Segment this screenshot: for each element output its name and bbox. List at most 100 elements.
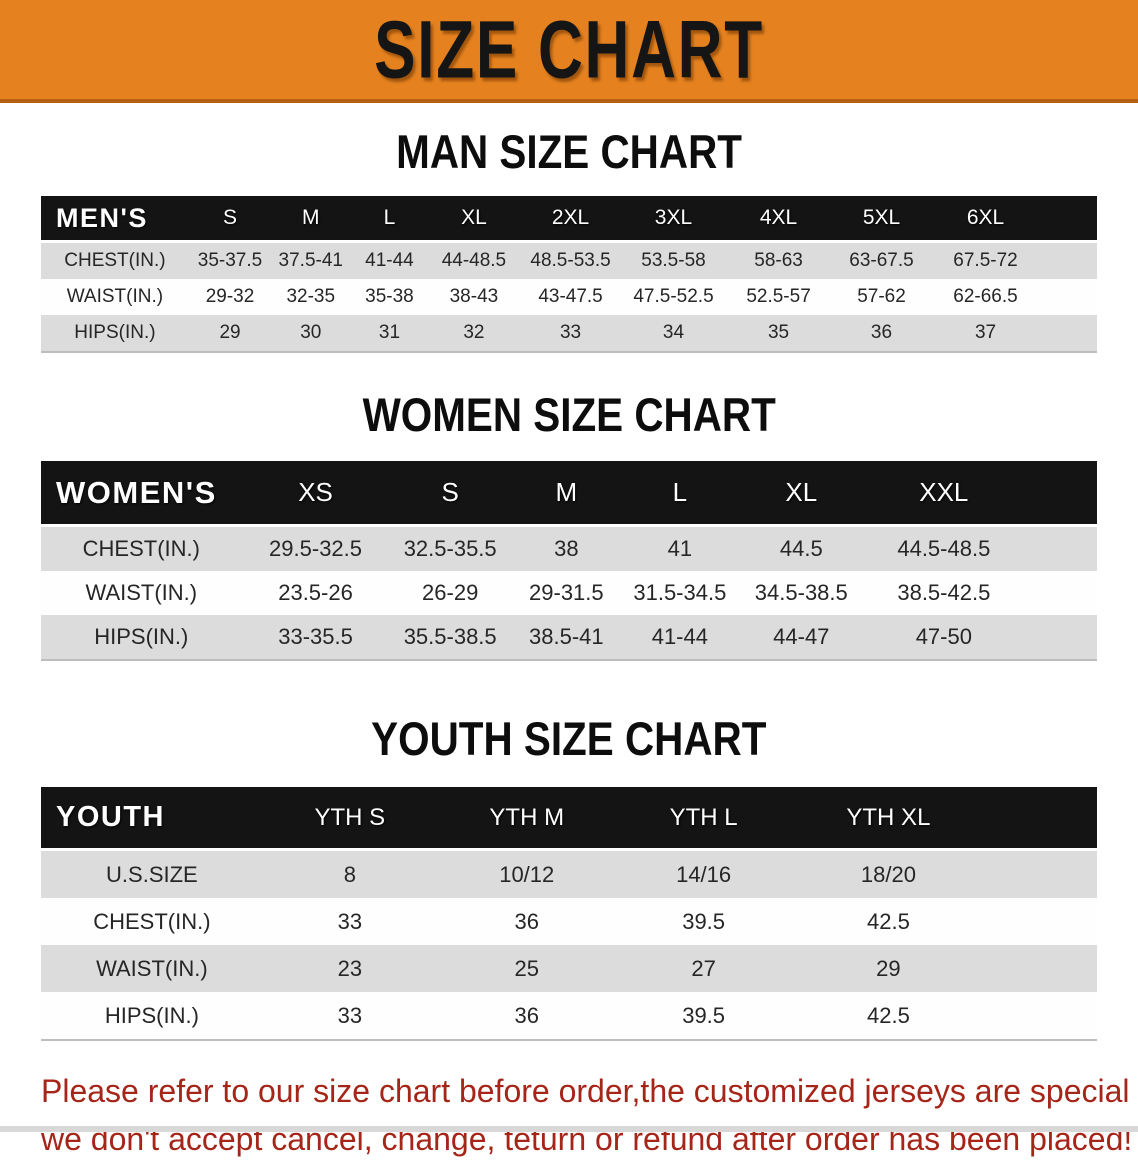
measurement-value: 36 — [870, 322, 893, 343]
measurement-value: 35.5-38.5 — [403, 624, 497, 649]
women-size-section: WOMEN SIZE CHART WOMEN'S XS S M L XL XXL CHEST(… — [0, 389, 1138, 661]
size-column-header: 5XL — [831, 196, 932, 243]
spacer-cell — [986, 850, 1097, 899]
measurement-value: 41-44 — [365, 250, 414, 271]
measurement-value: 44.5-48.5 — [897, 536, 991, 561]
measurement-value: 44.5 — [779, 536, 823, 561]
measurement-value: 37 — [974, 322, 997, 343]
section-heading-women: WOMEN SIZE CHART — [362, 388, 776, 441]
measurement-value: 35-37.5 — [197, 250, 263, 271]
measurement-label: HIPS(IN.) — [104, 1002, 199, 1028]
size-column-header: L — [621, 461, 738, 527]
measurement-value: 53.5-58 — [641, 250, 706, 271]
measurement-label: U.S.SIZE — [106, 861, 198, 887]
size-column-header: YTH L — [616, 787, 791, 851]
spacer-cell — [1040, 315, 1097, 352]
size-column-header: 2XL — [519, 196, 622, 243]
measurement-value: 34.5-38.5 — [754, 580, 848, 605]
measurement-row: CHEST(IN.) 35-37.5 37.5-41 41-44 44-48.5 48.5… — [41, 241, 1097, 279]
table-category-label: YOUTH — [41, 787, 263, 851]
measurement-value: 8 — [343, 861, 356, 887]
measurement-value: 29.5-32.5 — [269, 536, 363, 561]
measurement-value: 25 — [514, 955, 539, 981]
spacer-cell — [986, 945, 1097, 992]
spacer-cell — [1023, 526, 1097, 572]
table-category-label: WOMEN'S — [41, 461, 242, 527]
measurement-value: 10/12 — [499, 861, 555, 887]
measurement-value: 43-47.5 — [538, 286, 603, 307]
measurement-value: 57-62 — [857, 286, 906, 307]
man-size-section: MAN SIZE CHART MEN'S S M L XL 2XL 3XL 4XL 5XL 6XL… — [0, 127, 1138, 353]
measurement-value: 63-67.5 — [849, 250, 914, 271]
measurement-value: 30 — [300, 322, 322, 343]
measurement-value: 62-66.5 — [953, 286, 1018, 307]
size-column-header: YTH M — [436, 787, 617, 851]
measurement-value: 47.5-52.5 — [633, 286, 714, 307]
measurement-value: 35 — [767, 322, 790, 343]
measurement-value: 32 — [463, 322, 485, 343]
spacer-cell — [986, 992, 1097, 1040]
spacer-cell — [986, 787, 1097, 851]
measurement-value: 38-43 — [449, 286, 499, 307]
measurement-value: 29-32 — [205, 286, 255, 307]
table-category-label: MEN'S — [41, 196, 189, 243]
size-column-header: XXL — [864, 461, 1024, 527]
size-column-header: M — [271, 196, 351, 243]
size-column-header: S — [188, 196, 272, 243]
measurement-value: 29 — [876, 955, 901, 981]
measurement-value: 32-35 — [286, 286, 336, 307]
measurement-value: 26-29 — [422, 580, 479, 605]
measurement-value: 33 — [337, 908, 363, 934]
size-header-row: WOMEN'S XS S M L XL XXL — [41, 461, 1097, 527]
measurement-label: WAIST(IN.) — [66, 286, 164, 307]
measurement-value: 18/20 — [860, 861, 916, 887]
measurement-row: CHEST(IN.) 33 36 39.5 42.5 — [41, 898, 1097, 945]
measurement-value: 52.5-57 — [746, 286, 811, 307]
measurement-value: 14/16 — [676, 861, 732, 887]
measurement-value: 47-50 — [915, 624, 972, 649]
measurement-label: WAIST(IN.) — [96, 955, 208, 981]
disclaimer-line-1: Please refer to our size chart before or… — [41, 1073, 1138, 1109]
measurement-value: 34 — [662, 322, 685, 343]
size-column-header: M — [510, 461, 622, 527]
size-column-header: XL — [737, 461, 865, 527]
spacer-cell — [1040, 279, 1097, 315]
mens-size-table: MEN'S S M L XL 2XL 3XL 4XL 5XL 6XL CHEST(IN.) 35-37… — [41, 196, 1097, 353]
measurement-value: 33-35.5 — [278, 624, 353, 649]
measurement-row: U.S.SIZE 8 10/12 14/16 18/20 — [41, 849, 1097, 899]
measurement-value: 23.5-26 — [278, 580, 353, 605]
banner-title: SIZE CHART — [374, 3, 764, 96]
measurement-value: 23 — [337, 955, 363, 981]
measurement-value: 42.5 — [867, 908, 910, 934]
measurement-value: 44-48.5 — [441, 250, 507, 271]
measurement-value: 37.5-41 — [278, 250, 343, 271]
womens-size-table: WOMEN'S XS S M L XL XXL CHEST(IN.) 29.5-32.5 32.5… — [41, 461, 1097, 661]
measurement-label: HIPS(IN.) — [94, 624, 189, 649]
measurement-row: WAIST(IN.) 29-32 32-35 35-38 38-43 43-47.5 47.… — [41, 279, 1097, 315]
size-column-header: 6XL — [931, 196, 1040, 243]
measurement-value: 29-31.5 — [529, 580, 604, 605]
youth-size-table: YOUTH YTH S YTH M YTH L YTH XL U.S.SIZE 8 10/12… — [41, 787, 1097, 1041]
measurement-value: 35-38 — [365, 286, 414, 307]
measurement-row: CHEST(IN.) 29.5-32.5 32.5-35.5 38 41 44.5 44.5… — [41, 525, 1097, 572]
measurement-label: CHEST(IN.) — [64, 250, 166, 271]
measurement-value: 36 — [514, 1002, 539, 1028]
measurement-value: 39.5 — [682, 908, 726, 934]
order-disclaimer: Please refer to our size chart before or… — [41, 1067, 1138, 1163]
measurement-value: 38.5-42.5 — [897, 580, 991, 605]
measurement-value: 38.5-41 — [529, 624, 604, 649]
section-heading-youth: YOUTH SIZE CHART — [371, 712, 767, 765]
size-column-header: XL — [428, 196, 520, 243]
spacer-cell — [986, 898, 1097, 945]
measurement-row: HIPS(IN.) 33-35.5 35.5-38.5 38.5-41 41-44 44-… — [41, 615, 1097, 660]
measurement-value: 44-47 — [773, 624, 830, 649]
measurement-value: 29 — [219, 322, 241, 343]
measurement-value: 41 — [667, 536, 693, 561]
measurement-value: 33 — [337, 1002, 363, 1028]
measurement-value: 32.5-35.5 — [403, 536, 497, 561]
size-header-row: MEN'S S M L XL 2XL 3XL 4XL 5XL 6XL — [41, 196, 1097, 243]
measurement-label: HIPS(IN.) — [74, 322, 156, 343]
spacer-cell — [1039, 196, 1097, 243]
measurement-label: WAIST(IN.) — [85, 580, 198, 605]
measurement-row: WAIST(IN.) 23.5-26 26-29 29-31.5 31.5-34.5 34… — [41, 571, 1097, 615]
